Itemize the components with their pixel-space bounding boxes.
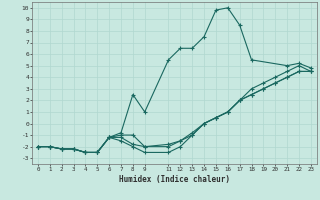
X-axis label: Humidex (Indice chaleur): Humidex (Indice chaleur) [119, 175, 230, 184]
